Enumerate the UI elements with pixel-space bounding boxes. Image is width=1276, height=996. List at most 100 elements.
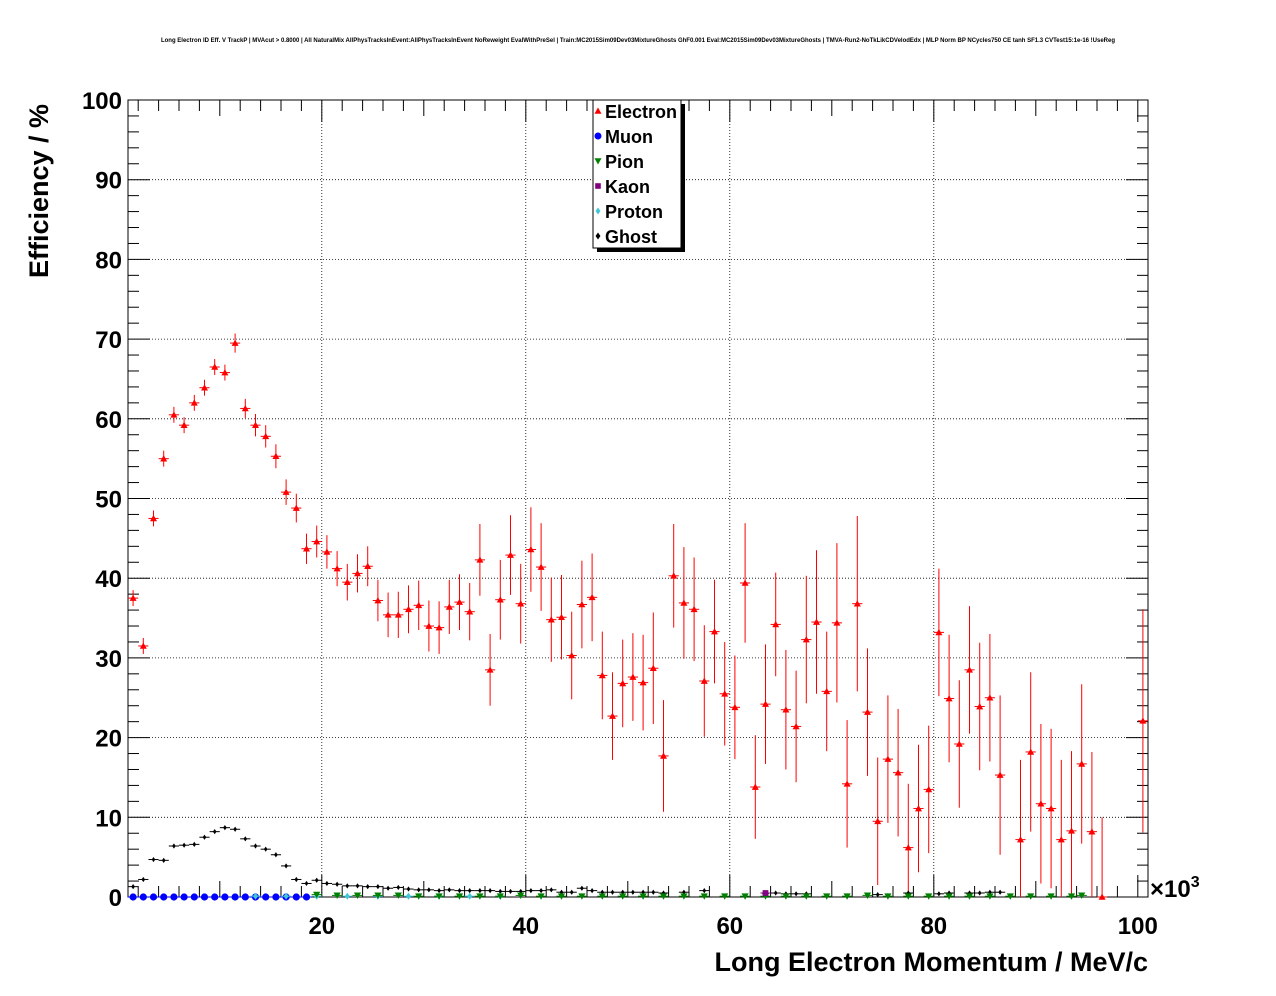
x-axis-label: Long Electron Momentum / MeV/c [714, 947, 1148, 977]
data-point-muon [160, 893, 168, 901]
y-tick-label: 0 [109, 885, 122, 912]
legend-marker-pion [594, 158, 602, 165]
data-point-pion [333, 892, 341, 900]
legend-item-muon: Muon [594, 127, 653, 147]
data-point-ghost [365, 884, 370, 890]
data-point-pion [1027, 893, 1035, 900]
data-point-ghost [447, 887, 452, 893]
data-point-ghost [977, 890, 982, 896]
x-exponent-power: 3 [1191, 874, 1200, 891]
data-point-muon [262, 893, 270, 901]
data-point-electron [864, 708, 871, 715]
data-point-electron [598, 671, 606, 679]
data-point-electron [374, 597, 382, 604]
data-point-pion [1067, 893, 1076, 900]
data-point-ghost [590, 888, 594, 894]
data-point-electron [1078, 760, 1086, 767]
data-point-ghost [284, 863, 288, 869]
x-tick-label: 80 [920, 913, 947, 940]
legend-label-ghost: Ghost [605, 227, 657, 247]
data-point-electron [343, 578, 351, 585]
data-point-electron [874, 817, 882, 825]
data-point-electron [629, 673, 637, 680]
data-point-electron [568, 652, 576, 659]
y-tick-label: 50 [95, 487, 122, 514]
data-point-muon [190, 893, 198, 901]
data-point-electron [751, 783, 759, 790]
svg-text:×103: ×103 [1150, 874, 1200, 903]
legend-label-muon: Muon [605, 127, 653, 147]
data-point-electron [1037, 800, 1045, 807]
data-point-electron [466, 608, 474, 615]
x-tick-label: 60 [716, 913, 743, 940]
data-point-ghost [274, 852, 278, 858]
legend-marker-muon [594, 132, 602, 140]
data-point-ghost [304, 880, 309, 887]
data-point-pion [659, 893, 668, 900]
data-point-pion [578, 893, 586, 900]
data-point-electron [945, 695, 953, 702]
data-point-electron [211, 363, 219, 370]
data-point-electron [690, 605, 698, 613]
x-exponent-base: ×10 [1150, 876, 1191, 903]
data-point-electron [517, 600, 525, 607]
legend-marker-electron [594, 107, 602, 114]
data-point-electron [935, 628, 943, 636]
data-point-electron [394, 611, 402, 618]
data-point-electron [456, 598, 463, 605]
data-point-electron [1027, 748, 1035, 755]
data-point-muon [292, 893, 300, 901]
series-electron [128, 333, 1148, 900]
y-tick-label: 10 [95, 805, 122, 832]
data-point-pion [843, 893, 851, 900]
data-point-pion [823, 893, 831, 900]
data-point-electron [129, 594, 137, 601]
data-point-pion [1006, 893, 1014, 900]
data-point-electron [741, 579, 749, 586]
data-point-electron [1017, 836, 1024, 843]
data-point-ghost [376, 884, 380, 890]
data-point-proton [283, 892, 289, 900]
data-point-muon [180, 893, 188, 901]
data-point-electron [364, 562, 372, 570]
data-point-pion [1047, 893, 1055, 900]
data-point-muon [221, 893, 229, 901]
data-point-pion [517, 892, 525, 900]
data-point-proton [405, 892, 412, 900]
data-point-electron [384, 611, 392, 618]
data-point-ghost [223, 825, 227, 831]
data-point-ghost [488, 888, 492, 894]
data-point-ghost [161, 857, 166, 863]
y-tick-label: 60 [95, 407, 122, 434]
data-point-electron [843, 780, 851, 787]
y-axis: 0 10 20 30 40 50 60 70 80 90 100 [82, 88, 1148, 912]
data-point-ghost [427, 887, 431, 893]
data-point-electron [762, 700, 769, 707]
data-point-ghost [539, 888, 543, 894]
data-point-muon [272, 893, 280, 901]
data-point-pion [619, 893, 627, 900]
y-tick-label: 100 [82, 88, 122, 115]
data-point-electron [558, 613, 565, 621]
legend-label-kaon: Kaon [605, 177, 650, 197]
y-tick-label: 20 [95, 726, 122, 753]
data-point-ghost [202, 834, 207, 840]
x-tick-label: 100 [1118, 913, 1158, 940]
data-point-ghost [549, 887, 554, 893]
data-point-electron [170, 411, 178, 418]
data-point-electron [833, 619, 841, 626]
data-point-ghost [172, 843, 176, 849]
data-point-ghost [192, 841, 197, 847]
data-point-electron [1057, 836, 1065, 843]
data-point-electron [507, 551, 514, 558]
data-point-pion [557, 893, 566, 900]
data-point-ghost [651, 889, 656, 895]
data-point-pion [904, 893, 912, 900]
data-point-electron [813, 618, 820, 625]
data-point-electron [721, 690, 729, 697]
data-point-electron [955, 740, 963, 747]
data-point-electron [405, 605, 412, 613]
data-point-ghost [314, 877, 319, 883]
data-point-pion [945, 893, 953, 900]
data-point-muon [170, 893, 178, 901]
